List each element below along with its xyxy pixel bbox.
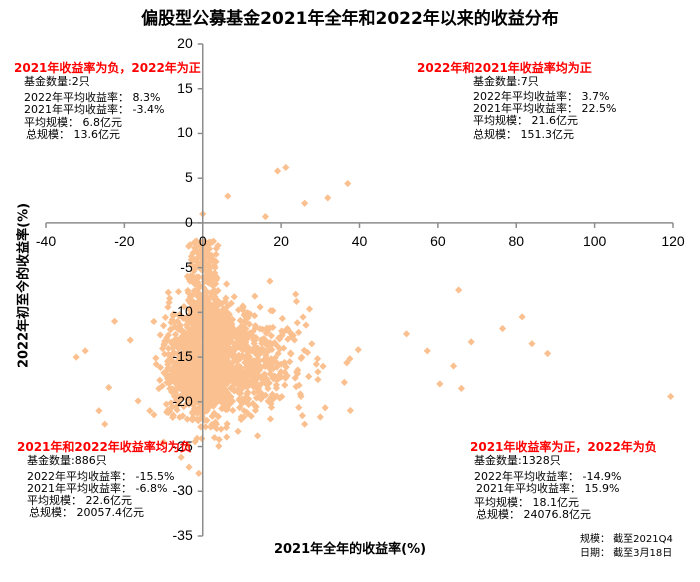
y-tick-label: -30 [172, 482, 193, 499]
annotation-top-right: 2022年和2021年收益率均为正 基金数量:7只 2022年平均收益率： 3.… [417, 62, 616, 141]
y-tick-label: -5 [180, 258, 193, 275]
annotation-bottom-left: 2021年和2022年收益率均为负 基金数量:886只 2022年平均收益率： … [17, 441, 192, 519]
avg-return-2021: 2021年平均收益率： -3.4% [24, 103, 165, 116]
x-tick-label: 120 [661, 232, 685, 249]
avg-size: 平均规模： 21.6亿元 [473, 114, 578, 127]
y-tick-label: 15 [177, 79, 193, 96]
avg-size: 平均规模： 6.8亿元 [24, 116, 122, 129]
x-tick-label: -20 [114, 232, 135, 249]
fund-count: 基金数量:2只 [24, 75, 90, 88]
axes [45, 43, 674, 537]
x-tick-label: -40 [35, 232, 57, 249]
annotation-header: 2021年和2022年收益率均为负 [17, 440, 192, 454]
avg-size: 平均规模： 22.6亿元 [27, 494, 132, 507]
y-tick-label: 5 [184, 169, 193, 186]
fund-count: 基金数量:1328只 [474, 454, 561, 467]
avg-return-2021: 2021年平均收益率： -6.8% [27, 482, 168, 495]
x-tick-label: 0 [198, 232, 207, 249]
x-axis-label: 2021年全年的收益率(%) [273, 542, 427, 557]
y-tick-label: 0 [184, 213, 193, 230]
annotation-header: 2021年收益率为负，2022年为正 [14, 61, 201, 75]
fund-count: 基金数量:7只 [473, 75, 539, 88]
chart-title: 偏股型公募基金2021年全年和2022年以来的收益分布 [141, 9, 559, 29]
total-size: 总规模： 20057.4亿元 [29, 506, 144, 519]
annotation-header: 2022年和2021年收益率均为正 [417, 61, 592, 75]
annotation-top-left: 2021年收益率为负，2022年为正 基金数量:2只 2022年平均收益率： 8… [14, 62, 201, 141]
y-tick-label: -25 [172, 437, 193, 454]
fund-count: 基金数量:886只 [27, 454, 107, 467]
total-size: 总规模： 24076.8亿元 [476, 508, 591, 521]
y-tick-label: -35 [172, 527, 193, 543]
avg-return-2022: 2022年平均收益率： 8.3% [24, 91, 161, 104]
y-tick-label: -15 [172, 348, 193, 365]
total-size: 总规模： 13.6亿元 [26, 128, 120, 141]
y-tick-label: 10 [177, 124, 193, 141]
annotation-bottom-right: 2021年收益率为正，2022年为负 基金数量:1328只 2022年平均收益率… [470, 441, 657, 521]
x-tick-label: 80 [508, 232, 525, 249]
note-date: 日期： 截至3月18日 [580, 548, 673, 559]
x-tick-label: 60 [430, 232, 446, 249]
x-tick-label: 20 [273, 232, 289, 249]
note-size: 规模： 截至2021Q4 [580, 534, 673, 545]
total-size: 总规模： 151.3亿元 [473, 128, 574, 141]
source-notes: 规模： 截至2021Q4 日期： 截至3月18日 [580, 533, 673, 561]
avg-return-2021: 2021年平均收益率： 22.5% [473, 102, 617, 115]
avg-return-2022: 2022年平均收益率： 3.7% [473, 90, 610, 103]
x-tick-label: 100 [582, 232, 607, 249]
scatter-points [72, 163, 675, 477]
y-tick-label: 20 [177, 35, 193, 51]
avg-size: 平均规模： 18.1亿元 [474, 496, 579, 509]
avg-return-2022: 2022年平均收益率： -14.9% [474, 470, 622, 483]
y-tick-label: -10 [172, 303, 193, 320]
avg-return-2021: 2021年平均收益率： 15.9% [476, 482, 620, 495]
x-tick-label: 40 [351, 232, 368, 249]
y-axis-label: 2022年初至今的收益率(%) [16, 202, 32, 369]
y-tick-label: -20 [172, 392, 193, 409]
annotation-header: 2021年收益率为正，2022年为负 [470, 440, 657, 454]
avg-return-2022: 2022年平均收益率： -15.5% [27, 470, 175, 483]
